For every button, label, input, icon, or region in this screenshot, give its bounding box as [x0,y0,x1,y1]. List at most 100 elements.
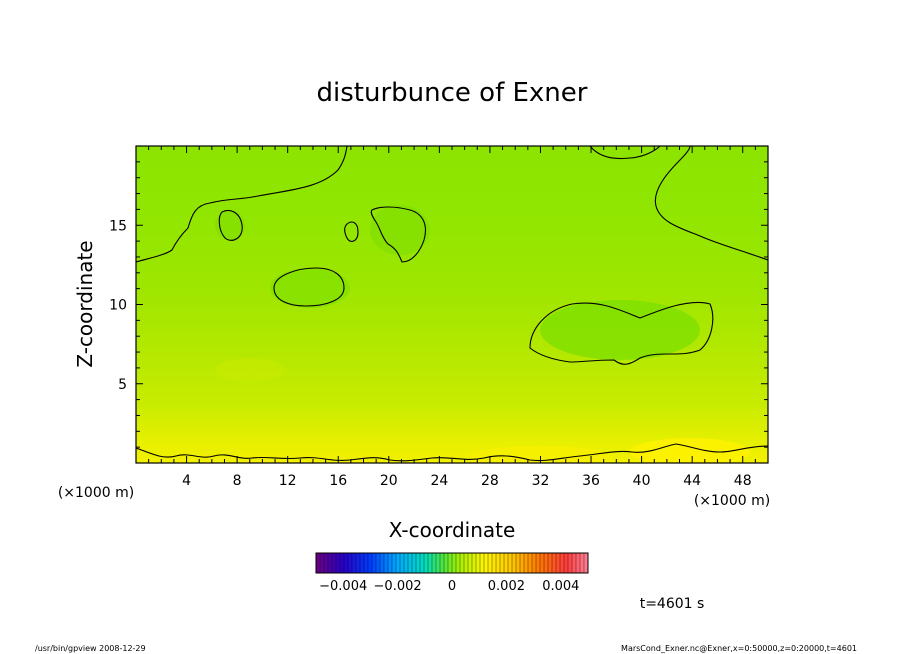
colorbar-frame [315,552,589,574]
colorbar-cell [564,553,569,573]
colorbar-cell [352,553,357,573]
x-tick-label: 40 [633,473,651,489]
time-label: t=4601 s [640,596,705,612]
x-tick-label: 16 [329,473,347,489]
contour-surface [136,443,768,462]
colorbar-cell [584,553,589,573]
x-tick-label: 28 [481,473,499,489]
x-tick-label: 32 [532,473,550,489]
contour-ellipse [273,267,345,307]
x-tick-label: 24 [430,473,448,489]
colorbar-cell [508,553,513,573]
contour-lines [136,146,768,462]
colorbar-tick-label: −0.004 [319,579,367,594]
colorbar-cell [328,553,333,573]
y-tick-label: 5 [118,377,127,393]
colorbar-cell [332,553,337,573]
x-tick-label: 12 [279,473,297,489]
colorbar-tick-label: 0 [448,579,456,594]
colorbar-cell [364,553,369,573]
colorbar-cell [400,553,405,573]
colorbar-cell [428,553,433,573]
x-tick-label: 4 [182,473,191,489]
colorbar-cell [396,553,401,573]
colorbar-cell [492,553,497,573]
colorbar-cell [436,553,441,573]
colorbar-cell [572,553,577,573]
colorbar-cell [576,553,581,573]
colorbar-cell [316,553,321,573]
colorbar-cell [440,553,445,573]
colorbar-cell [376,553,381,573]
y-tick-label: 15 [109,218,127,234]
colorbar-labels: −0.004 −0.002 0 0.002 0.004 [319,579,579,594]
colorbar-cell [560,553,565,573]
colorbar-cell [456,553,461,573]
x-unit-label-left: (×1000 m) [58,485,134,501]
colorbar-cell [524,553,529,573]
colorbar-tick-label: −0.002 [374,579,422,594]
colorbar-cell [348,553,353,573]
y-tick-label: 10 [109,298,127,314]
colorbar-cell [536,553,541,573]
colorbar-cell [484,553,489,573]
colorbar-cell [448,553,453,573]
colorbar [315,553,589,573]
colorbar-cell [412,553,417,573]
field-patch [370,205,430,255]
colorbar-cell [416,553,421,573]
y-axis-ticks: 5 10 15 [109,161,768,448]
colorbar-cell [380,553,385,573]
colorbar-tick-label: 0.004 [542,579,579,594]
colorbar-cell [544,553,549,573]
x-tick-label: 36 [582,473,600,489]
colorbar-cell [580,553,585,573]
contour-middle-loop [370,206,427,263]
x-tick-label: 44 [683,473,701,489]
colorbar-cell [464,553,469,573]
colorbar-cell [424,553,429,573]
colorbar-cell [320,553,325,573]
colorbar-cell [324,553,329,573]
colorbar-cell [520,553,525,573]
colorbar-cell [552,553,557,573]
field-patch [540,300,700,360]
colorbar-cell [480,553,485,573]
colorbar-cell [360,553,365,573]
plot-area [136,146,768,463]
colorbar-cell [388,553,393,573]
field-patch [215,210,245,240]
colorbar-cell [504,553,509,573]
contour-top-right-small [589,146,661,160]
contour-small-loop-a [218,209,243,241]
colorbar-cell [476,553,481,573]
colorbar-tick-label: 0.002 [488,579,525,594]
field-patch [270,268,350,308]
colorbar-cell [512,553,517,573]
colorbar-cell [344,553,349,573]
footer-right: MarsCond_Exner.nc@Exner,x=0:50000,z=0:20… [621,644,857,653]
colorbar-cell [336,553,341,573]
colorbar-cell [548,553,553,573]
y-axis-title: Z-coordinate [73,240,97,367]
colorbar-cell [496,553,501,573]
field-patch [470,446,610,463]
colorbar-cell [340,553,345,573]
x-tick-label: 8 [233,473,242,489]
contour-small-loop-b [344,221,359,242]
colorbar-cell [408,553,413,573]
colorbar-cell [444,553,449,573]
colorbar-cell [472,553,477,573]
colorbar-cell [500,553,505,573]
colorbar-cell [460,553,465,573]
x-unit-label-right: (×1000 m) [694,493,770,509]
colorbar-cell [568,553,573,573]
colorbar-cell [404,553,409,573]
x-tick-label: 20 [380,473,398,489]
contour-right-region [529,301,714,365]
field-patch [630,438,750,463]
colorbar-cell [356,553,361,573]
x-axis-title: X-coordinate [389,518,516,542]
colorbar-cell [540,553,545,573]
